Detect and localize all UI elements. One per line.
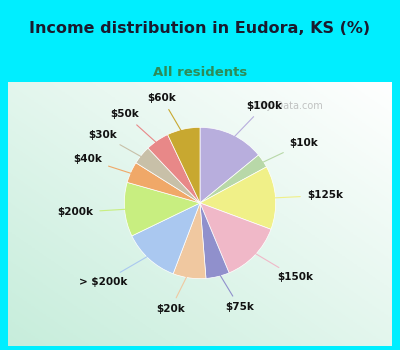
Text: $125k: $125k <box>269 190 343 200</box>
Text: $20k: $20k <box>156 271 189 314</box>
Text: $100k: $100k <box>230 101 282 141</box>
Wedge shape <box>200 203 271 273</box>
Wedge shape <box>124 182 200 236</box>
Wedge shape <box>200 167 276 229</box>
Wedge shape <box>127 163 200 203</box>
Text: $50k: $50k <box>110 109 160 146</box>
Text: $60k: $60k <box>148 93 184 136</box>
Wedge shape <box>168 127 200 203</box>
Wedge shape <box>148 135 200 203</box>
Text: $10k: $10k <box>258 138 318 164</box>
Text: $200k: $200k <box>57 207 131 217</box>
Wedge shape <box>200 155 266 203</box>
Wedge shape <box>173 203 206 279</box>
Wedge shape <box>132 203 200 274</box>
Text: $40k: $40k <box>73 154 136 175</box>
Wedge shape <box>200 203 229 279</box>
Text: > $200k: > $200k <box>79 253 152 287</box>
Text: $150k: $150k <box>250 251 314 282</box>
Text: City-Data.com: City-Data.com <box>254 101 323 111</box>
Text: $30k: $30k <box>88 130 146 159</box>
Wedge shape <box>200 127 258 203</box>
Text: All residents: All residents <box>153 65 247 78</box>
Text: Income distribution in Eudora, KS (%): Income distribution in Eudora, KS (%) <box>30 21 370 36</box>
Wedge shape <box>136 148 200 203</box>
Text: $75k: $75k <box>217 270 254 313</box>
